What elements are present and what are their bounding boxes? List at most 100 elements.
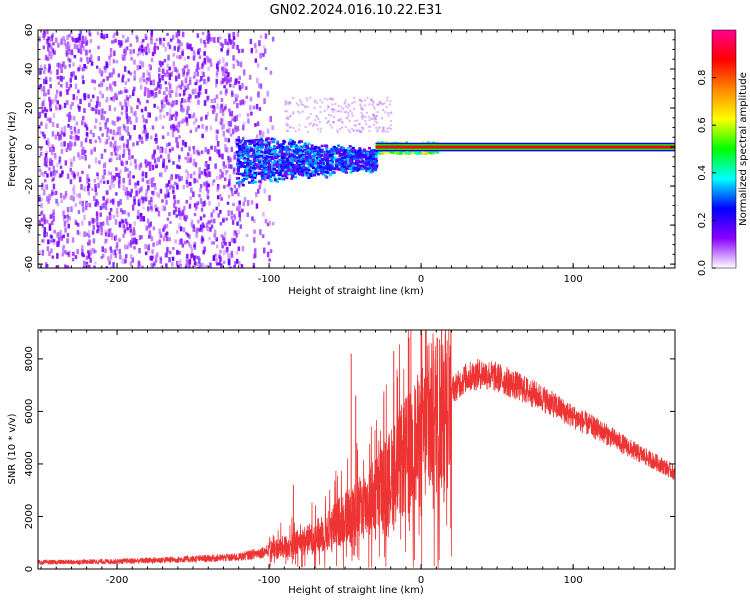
spectrogram-cell <box>295 102 298 105</box>
spectrogram-cell <box>412 151 416 154</box>
spectrogram-cell <box>184 141 187 148</box>
spectrogram-cell <box>181 106 184 113</box>
spectrogram-cell <box>101 70 104 74</box>
spectrogram-cell <box>155 86 159 90</box>
spectrogram-cell <box>252 160 256 164</box>
spectrogram-cell <box>125 187 128 192</box>
spectrogram-cell <box>198 173 201 179</box>
spectrogram-cell <box>73 55 77 59</box>
spectrogram-cell <box>162 164 165 168</box>
spectrogram-cell <box>297 170 301 174</box>
spectrogram-cell <box>246 147 250 151</box>
spectrogram-cell <box>243 100 246 105</box>
spectrogram-cell <box>264 67 268 71</box>
spectrogram-cell <box>276 142 280 145</box>
x-tick-label: 100 <box>564 274 583 285</box>
spectrogram-cell <box>180 55 183 59</box>
spectrogram-cell <box>193 245 197 251</box>
spectrogram-cell <box>40 171 43 176</box>
spectrogram-cell <box>231 254 234 258</box>
spectrogram-cell <box>281 148 285 151</box>
spectrogram-cell <box>81 220 84 226</box>
spectrogram-cell <box>58 104 62 110</box>
spectrogram-cell <box>269 138 273 144</box>
spectrogram-cell <box>372 105 375 108</box>
spectrogram-cell <box>317 169 320 172</box>
spectrogram-cell <box>366 160 370 163</box>
spectrogram-cell <box>129 228 132 233</box>
spectrogram-cell <box>376 121 379 124</box>
spectrogram-cell <box>47 239 50 245</box>
spectrogram-cell <box>418 151 422 154</box>
spectrogram-cell <box>164 252 167 258</box>
spectrogram-cell <box>81 120 84 126</box>
spectrogram-cell <box>254 123 257 127</box>
spectrogram-cell <box>96 221 99 228</box>
spectrogram-cell <box>281 166 285 169</box>
spectrogram-cell <box>110 249 113 254</box>
spectrogram-cell <box>292 97 295 100</box>
spectrogram-cell <box>175 100 178 105</box>
spectrogram-cell <box>250 176 254 179</box>
spectrogram-cell <box>119 254 122 260</box>
spectrogram-cell <box>305 171 309 175</box>
spectrogram-cell <box>195 232 198 238</box>
spectrogram-cell <box>215 71 219 76</box>
spectrogram-cell <box>290 142 294 145</box>
spectrogram-cell <box>222 57 225 64</box>
spectrogram-cell <box>151 51 155 57</box>
spectrogram-cell <box>73 43 77 50</box>
spectrogram-cell <box>67 251 71 258</box>
spectrogram-cell <box>346 157 350 161</box>
spectrogram-cell <box>203 200 207 206</box>
spectrogram-cell <box>174 181 177 186</box>
spectrogram-cell <box>146 69 149 76</box>
spectrogram-cell <box>134 164 138 168</box>
spectrogram-cell <box>320 157 324 161</box>
spectrogram-cell <box>346 117 349 120</box>
spectrogram-cell <box>276 154 280 157</box>
spectrogram-cell <box>273 161 277 164</box>
spectrogram-cell <box>318 149 322 152</box>
spectrogram-cell <box>216 61 220 66</box>
spectrogram-cell <box>96 96 100 103</box>
spectrogram-cell <box>277 167 281 171</box>
spectrogram-cell <box>316 173 320 176</box>
spectrogram-cell <box>41 249 45 256</box>
spectrogram-cell <box>227 252 230 259</box>
spectrogram-cell <box>381 117 383 120</box>
spectrogram-cell <box>165 95 168 102</box>
spectrogram-cell <box>126 195 129 200</box>
spectrogram-cell <box>408 151 412 154</box>
spectrogram-cell <box>206 192 209 197</box>
spectrogram-cell <box>58 62 61 69</box>
spectrogram-cell <box>188 93 191 100</box>
spectrogram-cell <box>314 145 318 149</box>
spectrogram-cell <box>224 137 227 142</box>
spectrogram-cell <box>91 230 95 235</box>
spectrogram-cell <box>106 118 109 123</box>
spectrogram-cell <box>289 159 293 162</box>
spectrogram-cell <box>232 202 235 207</box>
spectrogram-cell <box>203 51 206 56</box>
spectrogram-cell <box>81 149 84 156</box>
spectrogram-cell <box>159 109 162 113</box>
spectrogram-cell <box>143 47 146 52</box>
spectrogram-cell <box>200 76 203 81</box>
spectrogram-cell <box>271 221 275 226</box>
spectrogram-cell <box>238 215 242 222</box>
spectrogram-cell <box>114 131 117 137</box>
spectrogram-cell <box>183 57 187 61</box>
spectrogram-cell <box>215 63 219 70</box>
spectrogram-cell <box>94 249 97 254</box>
spectrogram-cell <box>269 175 273 178</box>
spectrogram-cell <box>245 169 249 173</box>
spectrogram-cell <box>198 79 202 83</box>
spectrogram-cell <box>348 154 352 158</box>
spectrogram-cell <box>386 130 389 133</box>
spectrogram-cell <box>351 128 354 131</box>
spectrogram-cell <box>243 165 247 168</box>
spectrogram-cell <box>70 161 73 167</box>
spectrogram-cell <box>179 210 182 215</box>
spectrogram-cell <box>409 152 413 155</box>
